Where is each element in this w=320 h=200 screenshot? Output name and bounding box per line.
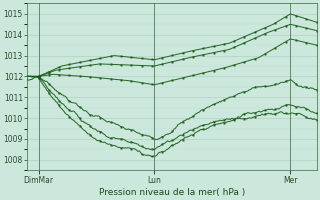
X-axis label: Pression niveau de la mer( hPa ): Pression niveau de la mer( hPa ) bbox=[99, 188, 245, 197]
